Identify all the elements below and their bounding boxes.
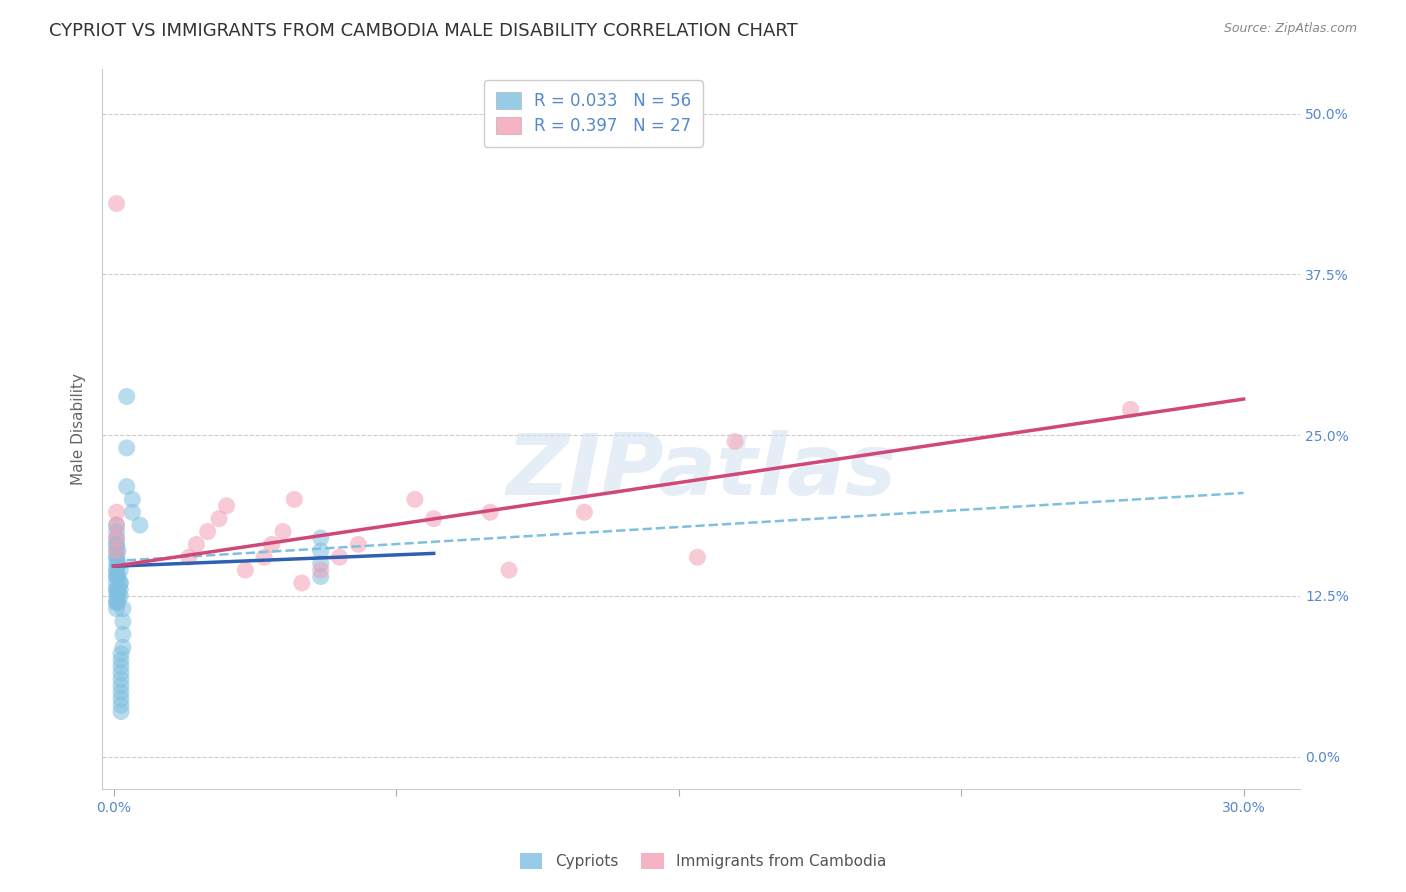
- Point: [253, 550, 276, 565]
- Point: [309, 563, 332, 577]
- Legend: R = 0.033   N = 56, R = 0.397   N = 27: R = 0.033 N = 56, R = 0.397 N = 27: [484, 80, 703, 147]
- Point: [128, 518, 150, 533]
- Point: [186, 537, 208, 551]
- Point: [110, 653, 132, 667]
- Point: [404, 492, 426, 507]
- Point: [105, 595, 128, 609]
- Point: [105, 582, 128, 597]
- Point: [291, 576, 314, 591]
- Point: [422, 511, 444, 525]
- Point: [105, 524, 128, 539]
- Point: [110, 582, 132, 597]
- Point: [177, 550, 200, 565]
- Point: [347, 537, 370, 551]
- Point: [105, 544, 128, 558]
- Point: [110, 665, 132, 680]
- Point: [105, 582, 128, 597]
- Point: [105, 550, 128, 565]
- Point: [686, 550, 709, 565]
- Point: [105, 569, 128, 583]
- Point: [111, 615, 134, 629]
- Point: [110, 647, 132, 661]
- Text: CYPRIOT VS IMMIGRANTS FROM CAMBODIA MALE DISABILITY CORRELATION CHART: CYPRIOT VS IMMIGRANTS FROM CAMBODIA MALE…: [49, 22, 799, 40]
- Point: [105, 576, 128, 591]
- Point: [724, 434, 747, 449]
- Point: [115, 389, 138, 403]
- Point: [105, 518, 128, 533]
- Legend: Cypriots, Immigrants from Cambodia: Cypriots, Immigrants from Cambodia: [513, 847, 893, 875]
- Point: [105, 544, 128, 558]
- Point: [215, 499, 238, 513]
- Point: [235, 563, 257, 577]
- Point: [105, 537, 128, 551]
- Y-axis label: Male Disability: Male Disability: [72, 373, 86, 484]
- Point: [115, 479, 138, 493]
- Point: [105, 601, 128, 615]
- Point: [121, 492, 143, 507]
- Point: [208, 511, 231, 525]
- Point: [115, 441, 138, 455]
- Point: [105, 589, 128, 603]
- Point: [309, 531, 332, 545]
- Text: Source: ZipAtlas.com: Source: ZipAtlas.com: [1223, 22, 1357, 36]
- Point: [283, 492, 305, 507]
- Point: [107, 557, 129, 571]
- Point: [110, 673, 132, 687]
- Point: [110, 691, 132, 706]
- Point: [110, 576, 132, 591]
- Point: [260, 537, 283, 551]
- Point: [105, 518, 128, 533]
- Point: [105, 595, 128, 609]
- Text: ZIPatlas: ZIPatlas: [506, 430, 896, 514]
- Point: [110, 576, 132, 591]
- Point: [197, 524, 219, 539]
- Point: [107, 582, 129, 597]
- Point: [107, 589, 129, 603]
- Point: [107, 557, 129, 571]
- Point: [574, 505, 596, 519]
- Point: [498, 563, 520, 577]
- Point: [105, 505, 128, 519]
- Point: [309, 557, 332, 571]
- Point: [107, 595, 129, 609]
- Point: [110, 705, 132, 719]
- Point: [309, 544, 332, 558]
- Point: [1119, 402, 1142, 417]
- Point: [110, 659, 132, 673]
- Point: [479, 505, 502, 519]
- Point: [309, 569, 332, 583]
- Point: [105, 531, 128, 545]
- Point: [105, 550, 128, 565]
- Point: [110, 698, 132, 713]
- Point: [107, 569, 129, 583]
- Point: [105, 196, 128, 211]
- Point: [110, 685, 132, 699]
- Point: [105, 569, 128, 583]
- Point: [111, 601, 134, 615]
- Point: [111, 627, 134, 641]
- Point: [271, 524, 294, 539]
- Point: [110, 563, 132, 577]
- Point: [111, 640, 134, 655]
- Point: [110, 679, 132, 693]
- Point: [110, 589, 132, 603]
- Point: [105, 563, 128, 577]
- Point: [105, 531, 128, 545]
- Point: [105, 563, 128, 577]
- Point: [105, 537, 128, 551]
- Point: [121, 505, 143, 519]
- Point: [107, 544, 129, 558]
- Point: [328, 550, 350, 565]
- Point: [105, 557, 128, 571]
